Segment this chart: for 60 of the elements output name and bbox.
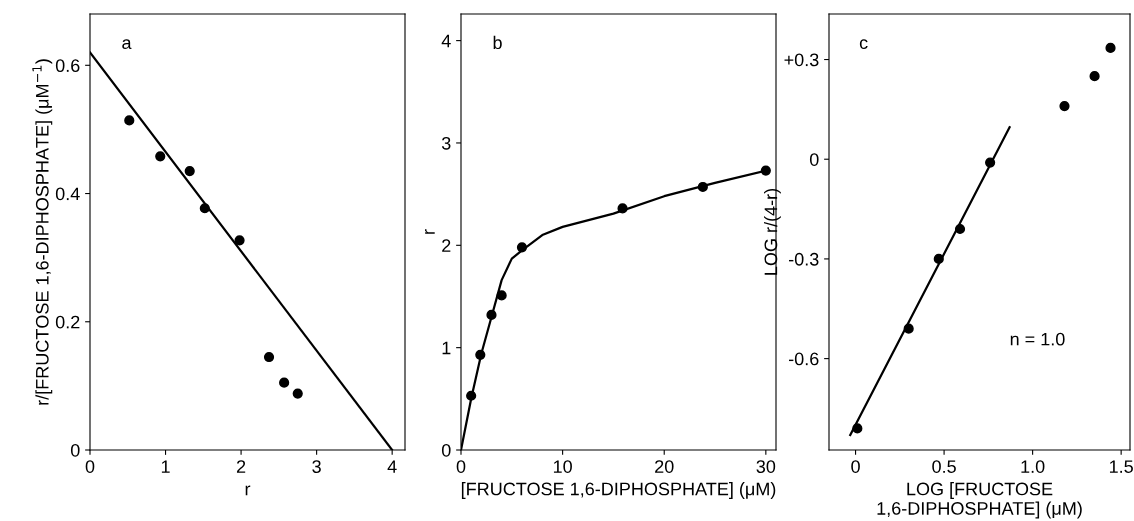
y-tick-label: 4 (441, 34, 451, 48)
y-tick-label: +0.3 (784, 53, 819, 67)
point (1059, 100, 1070, 112)
point (199, 203, 210, 214)
x-axis-title: LOG [FRUCTOSE 1,6-DIPHOSPHATE] (μM) (877, 482, 1082, 519)
point (617, 203, 628, 214)
x-axis-title: r (245, 485, 251, 496)
y-tick-label: 3 (441, 136, 451, 150)
point (184, 166, 195, 177)
point (475, 349, 486, 360)
point (292, 388, 303, 399)
annotation: c (859, 39, 868, 50)
point (697, 181, 708, 193)
x-tick-label: 3 (312, 460, 321, 473)
point (954, 223, 966, 235)
x-axis-title: [FRUCTOSE 1,6-DIPHOSPHATE] (μM) (461, 482, 776, 499)
y-tick-label: 0 (809, 153, 819, 166)
point (496, 290, 507, 301)
x-tick-label: 0 (456, 460, 466, 473)
point (124, 115, 135, 126)
y-tick-label: 0 (70, 443, 80, 457)
x-tick-label: 0 (851, 460, 860, 473)
y-tick-label: 1 (442, 341, 451, 355)
y-axis-title: LOG r/(4-r) (764, 188, 781, 275)
point (516, 242, 528, 253)
y-tick-label: -0.3 (788, 252, 819, 266)
point (486, 309, 497, 320)
x-tick-label: 1 (161, 460, 170, 473)
point (1105, 42, 1116, 53)
annotation: n = 1.0 (1010, 332, 1065, 346)
annotation: b (493, 35, 502, 50)
y-tick-label: -0.6 (788, 352, 819, 366)
point (263, 351, 275, 363)
point (279, 377, 290, 388)
point (155, 151, 166, 162)
x-tick-label: 10 (553, 460, 572, 473)
x-tick-label: 1.5 (1109, 460, 1133, 473)
x-tick-label: 4 (387, 460, 397, 473)
point (234, 235, 245, 246)
y-tick-label: 0 (441, 443, 451, 457)
x-tick-label: 0.5 (932, 460, 956, 473)
point (903, 323, 914, 334)
point (933, 253, 944, 265)
point (1089, 71, 1100, 82)
y-axis-title: r (425, 229, 435, 234)
point (760, 165, 771, 176)
point (852, 423, 863, 434)
x-tick-label: 20 (655, 460, 674, 473)
annotation: a (122, 39, 132, 50)
y-tick-label: 0.4 (55, 187, 80, 201)
y-axis-title: r/[FRUCTOSE 1,6-DIPHOSPHATE] (μM$^{−1}$) (32, 59, 53, 405)
y-tick-label: 0.6 (55, 59, 80, 73)
x-tick-label: 1.0 (1021, 460, 1045, 473)
point (985, 157, 996, 168)
x-tick-label: 30 (756, 460, 776, 473)
y-tick-label: 0.2 (55, 315, 80, 329)
x-tick-label: 0 (85, 460, 95, 473)
point (466, 390, 477, 401)
y-tick-label: 2 (442, 239, 451, 252)
x-tick-label: 2 (236, 460, 246, 473)
